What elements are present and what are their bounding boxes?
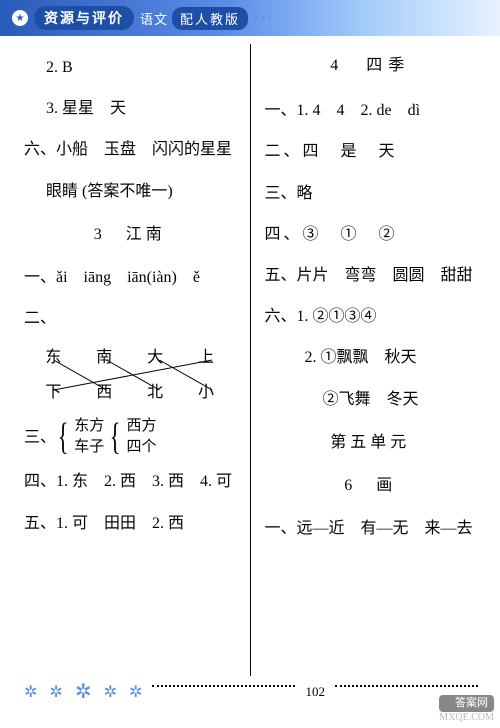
header-edition-badge: 配人教版	[172, 7, 248, 30]
answer-line: 三、略	[265, 176, 477, 211]
watermark: 答案网 MXQE.COM	[439, 695, 494, 724]
match-item: 小	[198, 375, 214, 410]
snowflake-icon: ✲	[75, 679, 92, 704]
brace-item: 西方	[127, 416, 157, 437]
snowflake-icon: ✲	[129, 682, 142, 702]
answer-line: 一、ǎi iāng iān(iàn) ě	[24, 260, 236, 295]
brace-item: 四个	[127, 437, 157, 458]
answer-line: 一、远—近 有—无 来—去	[265, 511, 477, 546]
snowflake-icon: ✲	[104, 682, 117, 702]
answer-line: 3. 星星 天	[24, 91, 236, 126]
watermark-badge: 答案网	[439, 695, 494, 712]
match-item: 北	[147, 375, 163, 410]
match-item: 下	[45, 375, 61, 410]
bracket-exercise: 三、 { 东方 车子 { 西方 四个	[24, 416, 236, 458]
dotted-line	[335, 685, 478, 687]
dotted-line	[152, 685, 295, 687]
right-column: 4 四季 一、1. 4 4 2. de dì 二、四 是 天 三、略 四、③ ①…	[251, 44, 483, 676]
left-column: 2. B 3. 星星 天 六、小船 玉盘 闪闪的星星 眼睛 (答案不唯一) 3 …	[18, 44, 251, 676]
answer-line: 四、1. 东 2. 西 3. 西 4. 可	[24, 464, 236, 499]
section-title: 6 画	[265, 468, 477, 503]
header-star-icon: ★	[12, 10, 28, 26]
answer-line: 眼睛 (答案不唯一)	[24, 174, 236, 209]
unit-title: 第五单元	[265, 425, 477, 460]
page-number: 102	[299, 684, 331, 700]
snowflake-icon: ✲	[24, 682, 37, 702]
page-header: ★ 资源与评价 语文 配人教版 ›››	[0, 0, 500, 36]
answer-line: 2. B	[24, 50, 236, 85]
brace-item: 车子	[74, 437, 104, 458]
exercise-label: 三、	[24, 420, 54, 455]
answer-line: ②飞舞 冬天	[265, 382, 477, 417]
answer-line: 二、四 是 天	[265, 134, 477, 169]
page-body: 2. B 3. 星星 天 六、小船 玉盘 闪闪的星星 眼睛 (答案不唯一) 3 …	[0, 36, 500, 676]
left-brace-icon: {	[58, 418, 69, 456]
header-title: 资源与评价	[34, 6, 134, 30]
answer-line: 五、片片 弯弯 圆圆 甜甜	[265, 258, 477, 293]
match-exercise: 二、 东 南 大 上 下 西 北 小	[24, 301, 236, 410]
match-item: 西	[96, 375, 112, 410]
brace-item: 东方	[74, 416, 104, 437]
match-bottom-row: 下 西 北 小	[24, 375, 236, 410]
exercise-label: 二、	[24, 310, 56, 327]
answer-line: 2. ①飘飘 秋天	[265, 340, 477, 375]
header-arrows-icon: ›››	[254, 10, 274, 26]
match-box: 东 南 大 上 下 西 北 小	[24, 340, 236, 410]
watermark-url: MXQE.COM	[439, 712, 494, 724]
brace-column: 西方 四个	[127, 416, 157, 458]
section-title: 3 江南	[24, 217, 236, 252]
header-subject: 语文	[140, 9, 168, 28]
snowflake-icon: ✲	[49, 682, 62, 702]
page-footer: ✲ ✲ ✲ ✲ ✲ 102	[0, 679, 500, 704]
brace-column: 东方 车子	[74, 416, 104, 458]
answer-line: 五、1. 可 田田 2. 西	[24, 506, 236, 541]
answer-line: 六、小船 玉盘 闪闪的星星	[24, 132, 236, 167]
answer-line: 一、1. 4 4 2. de dì	[265, 93, 477, 128]
left-brace-icon: {	[110, 418, 121, 456]
section-title: 4 四季	[265, 48, 477, 83]
answer-line: 六、1. ②①③④	[265, 299, 477, 334]
answer-line: 四、③ ① ②	[265, 217, 477, 252]
